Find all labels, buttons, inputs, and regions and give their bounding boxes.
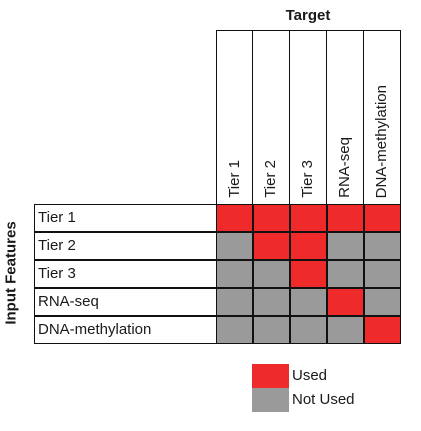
row-label-2: Tier 3 [34, 260, 216, 288]
column-header-label: RNA-seq [336, 137, 353, 198]
target-axis-title: Target [285, 7, 331, 24]
cell-not-used [364, 288, 401, 316]
cell-used [364, 316, 401, 344]
cell-used [327, 288, 364, 316]
column-header-label: Tier 2 [262, 160, 279, 198]
column-header-3: RNA-seq [327, 30, 364, 204]
column-header-0: Tier 1 [216, 30, 253, 204]
column-header-label: Tier 3 [299, 160, 316, 198]
legend-not-used-label: Not Used [292, 391, 355, 408]
column-header-1: Tier 2 [253, 30, 290, 204]
cell-not-used [216, 232, 253, 260]
cell-not-used [290, 316, 327, 344]
column-header-4: DNA-methylation [364, 30, 401, 204]
input-features-axis-title: Input Features [2, 204, 22, 341]
cell-not-used [253, 316, 290, 344]
cell-not-used [216, 260, 253, 288]
row-label-0: Tier 1 [34, 204, 216, 232]
row-label-4: DNA-methylation [34, 316, 216, 344]
cell-not-used [253, 288, 290, 316]
cell-not-used [327, 316, 364, 344]
cell-used [290, 260, 327, 288]
row-label-3: RNA-seq [34, 288, 216, 316]
cell-used [290, 204, 327, 232]
legend-not-used-swatch [252, 388, 289, 412]
legend-used-swatch [252, 364, 289, 388]
legend-used-label: Used [292, 367, 328, 384]
row-label-1: Tier 2 [34, 232, 216, 260]
cell-not-used [216, 288, 253, 316]
cell-not-used [364, 232, 401, 260]
cell-not-used [253, 260, 290, 288]
cell-not-used [216, 316, 253, 344]
cell-not-used [290, 288, 327, 316]
column-header-label: Tier 1 [225, 160, 243, 198]
cell-not-used [327, 232, 364, 260]
cell-used [253, 232, 290, 260]
input-features-axis-title-text: Input Features [3, 220, 21, 325]
cell-not-used [327, 260, 364, 288]
cell-used [327, 204, 364, 232]
cell-used [216, 204, 253, 232]
column-header-label: DNA-methylation [373, 84, 390, 198]
cell-used [253, 204, 290, 232]
cell-not-used [364, 260, 401, 288]
cell-used [290, 232, 327, 260]
column-header-2: Tier 3 [290, 30, 327, 204]
cell-used [364, 204, 401, 232]
